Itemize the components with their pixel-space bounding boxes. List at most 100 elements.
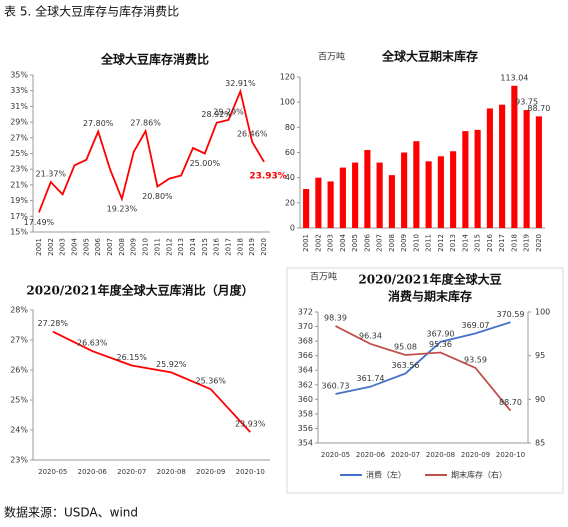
source: 数据来源：USDA、wind [4, 505, 138, 520]
x-tick-label: 2012 [437, 234, 445, 252]
data-label: 27.28% [37, 319, 68, 328]
y-tick-label: 80 [285, 123, 295, 132]
data-label: 98.39 [324, 314, 347, 323]
x-tick-label: 2019 [248, 238, 256, 256]
x-tick-label: 2008 [388, 234, 396, 252]
x-tick-label: 2013 [449, 234, 457, 252]
bar [486, 108, 493, 228]
data-label: 96.34 [359, 331, 382, 340]
data-label: 20.80% [142, 192, 173, 201]
y-tick-label: 15% [10, 228, 28, 237]
y-tick-label: 60 [285, 148, 295, 157]
bar [376, 162, 383, 228]
legend-label: 消费（左） [366, 470, 406, 480]
data-label: 26.63% [77, 339, 108, 348]
bar [462, 131, 469, 228]
x-tick-label: 2007 [376, 234, 384, 252]
x-tick-label: 2020-06 [356, 451, 386, 459]
bar [499, 104, 506, 228]
y-tick-label: 368 [298, 337, 313, 346]
y-tick-label: 33% [10, 86, 28, 95]
x-tick-label: 2009 [130, 238, 138, 256]
y-tick-label: 40 [285, 173, 295, 182]
x-tick-label: 2008 [118, 238, 126, 256]
x-tick-label: 2002 [47, 238, 55, 256]
x-tick-label: 2013 [177, 238, 185, 256]
x-tick-label: 2016 [486, 233, 494, 251]
bar [474, 129, 481, 228]
x-tick-label: 2018 [510, 234, 518, 252]
x-tick-label: 2001 [35, 238, 43, 256]
unit-label: 百万吨 [318, 51, 345, 63]
x-tick-label: 2011 [425, 234, 433, 252]
data-label: 360.73 [322, 382, 350, 391]
x-tick-label: 2006 [94, 237, 102, 255]
y-tick-label: 23% [10, 456, 28, 465]
data-label: 21.37% [36, 169, 67, 178]
bar [327, 181, 334, 228]
x-tick-label: 2009 [400, 234, 408, 252]
data-label: 88.70 [499, 398, 522, 407]
data-label: 23.93% [249, 171, 287, 181]
x-tick-label: 2003 [327, 234, 335, 252]
chart-title: 2020/2021年度全球大豆库消比（月度） [26, 283, 253, 298]
y-tick-label: 372 [298, 308, 313, 317]
y-tick-label: 17% [10, 212, 28, 221]
data-label: 93.59 [464, 355, 487, 364]
data-label: 363.56 [392, 361, 420, 370]
bar [303, 188, 310, 228]
x-tick-label: 2015 [474, 234, 482, 252]
data-label: 25.36% [195, 377, 226, 386]
data-label: 27.86% [130, 119, 161, 128]
data-label: 29.29% [213, 107, 244, 116]
x-tick-label: 2014 [189, 237, 197, 255]
bar [352, 162, 359, 228]
x-tick-label: 2001 [302, 234, 310, 252]
bar [437, 156, 444, 228]
data-label: 370.59 [497, 310, 525, 319]
x-tick-label: 2017 [225, 238, 233, 256]
bar [315, 177, 322, 228]
data-label: 19.23% [107, 204, 138, 213]
x-tick-label: 2010 [412, 234, 420, 252]
bar [388, 175, 395, 228]
y-tick-label: 21% [10, 180, 28, 189]
x-tick-label: 2011 [153, 238, 161, 256]
legend-label: 期末库存（右） [451, 470, 507, 480]
y-tick-label: 24% [10, 426, 28, 435]
x-tick-label: 2020-09 [196, 468, 225, 476]
y-tick-label: 354 [298, 439, 313, 448]
line [335, 321, 511, 395]
data-label: 25.00% [190, 159, 221, 168]
x-tick-label: 2006 [363, 233, 371, 251]
x-tick-label: 2020-10 [236, 468, 265, 476]
bar [339, 167, 346, 228]
data-label: 369.07 [462, 321, 490, 330]
x-tick-label: 2003 [59, 238, 67, 256]
bar [511, 85, 518, 229]
x-tick-label: 2020-08 [426, 451, 455, 459]
header: 表 5. 全球大豆库存与库存消费比 [4, 4, 179, 19]
x-tick-label: 2002 [314, 234, 322, 252]
x-tick-label: 2020-05 [321, 451, 350, 459]
x-tick-label: 2020-09 [461, 451, 490, 459]
x-tick-label: 2020-07 [391, 451, 420, 459]
y-tick-label: 23% [10, 165, 28, 174]
bar [413, 141, 420, 228]
y-tick-label: 358 [298, 409, 313, 418]
data-label: 93.75 [515, 98, 538, 107]
x-tick-label: 2020-06 [78, 468, 108, 476]
panel-border [286, 267, 564, 494]
y-tick-label: 27% [10, 133, 28, 142]
x-tick-label: 2020-10 [496, 451, 525, 459]
data-label: 23.93% [235, 420, 266, 429]
chart-title: 全球大豆期末库存 [381, 49, 478, 64]
x-tick-label: 2018 [236, 238, 244, 256]
data-label: 17.49% [24, 218, 55, 227]
y-tick-label: 362 [298, 380, 313, 389]
y-tick-label: 85 [535, 439, 545, 448]
data-label: 25.92% [156, 360, 187, 369]
data-label: 88.70 [527, 104, 550, 113]
x-tick-label: 2012 [165, 238, 173, 256]
chart-title: 全球大豆库存消费比 [100, 52, 209, 67]
